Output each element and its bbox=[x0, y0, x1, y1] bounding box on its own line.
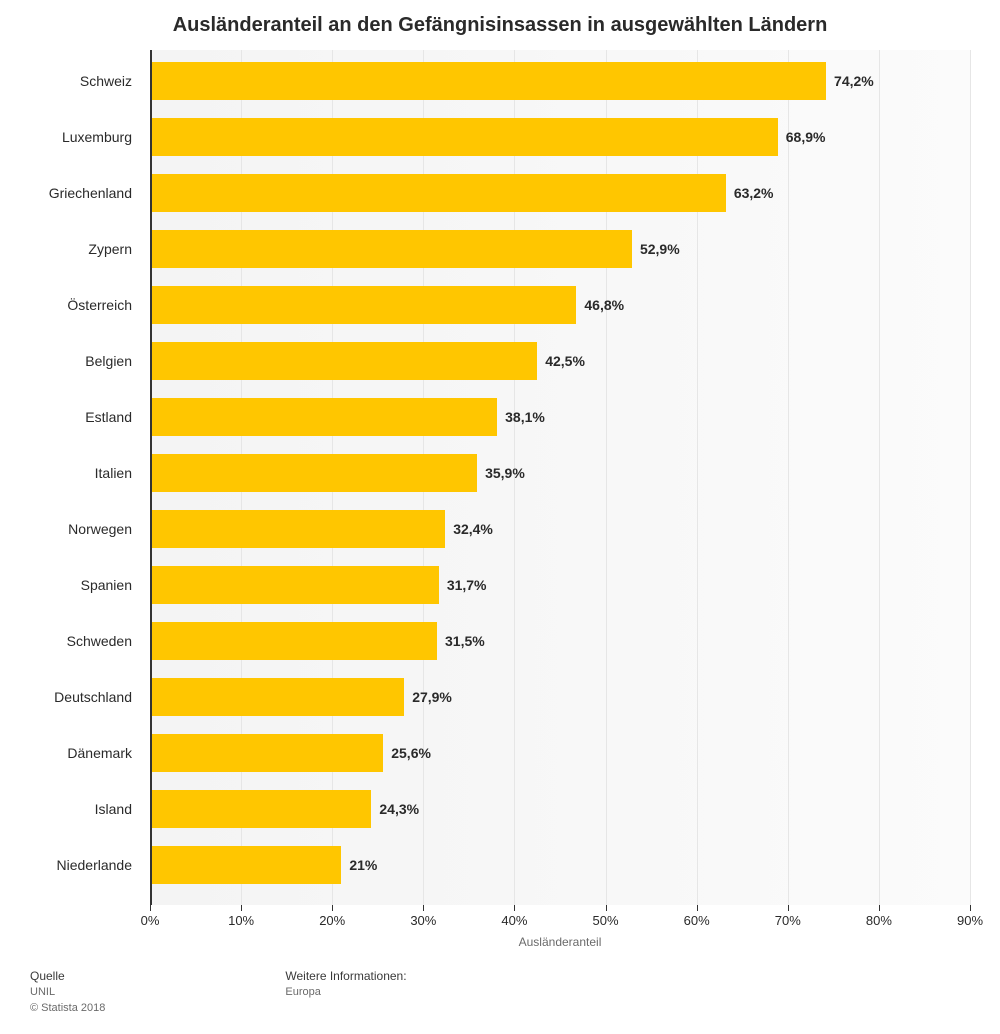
x-tick-label: 0% bbox=[141, 913, 160, 928]
bar-value-label: 42,5% bbox=[545, 353, 585, 369]
bar-row: 27,9% bbox=[150, 678, 452, 716]
bar-value-label: 25,6% bbox=[391, 745, 431, 761]
bar-value-label: 32,4% bbox=[453, 521, 493, 537]
bar bbox=[150, 118, 778, 156]
category-label: Luxemburg bbox=[22, 129, 132, 145]
bar-value-label: 35,9% bbox=[485, 465, 525, 481]
plot-area: Ausländeranteil 0%10%20%30%40%50%60%70%8… bbox=[150, 50, 970, 905]
category-label: Schweden bbox=[22, 633, 132, 649]
bar-row: 35,9% bbox=[150, 454, 525, 492]
bar bbox=[150, 734, 383, 772]
x-tick-label: 20% bbox=[319, 913, 345, 928]
category-label: Italien bbox=[22, 465, 132, 481]
chart-footer: Quelle UNIL © Statista 2018 Weitere Info… bbox=[30, 969, 970, 1016]
gridline bbox=[788, 50, 789, 905]
bar-value-label: 31,7% bbox=[447, 577, 487, 593]
bar bbox=[150, 678, 404, 716]
x-tick bbox=[423, 905, 424, 911]
bar bbox=[150, 790, 371, 828]
x-tick-label: 60% bbox=[684, 913, 710, 928]
x-tick-label: 50% bbox=[593, 913, 619, 928]
x-tick bbox=[514, 905, 515, 911]
category-label: Island bbox=[22, 801, 132, 817]
bar-row: 68,9% bbox=[150, 118, 825, 156]
bar-row: 31,7% bbox=[150, 566, 487, 604]
category-label: Niederlande bbox=[22, 857, 132, 873]
footer-info-line1: Europa bbox=[285, 985, 406, 1000]
category-label: Norwegen bbox=[22, 521, 132, 537]
bar bbox=[150, 622, 437, 660]
bar bbox=[150, 510, 445, 548]
bar bbox=[150, 846, 341, 884]
x-tick bbox=[606, 905, 607, 911]
bar-value-label: 38,1% bbox=[505, 409, 545, 425]
bar-value-label: 52,9% bbox=[640, 241, 680, 257]
category-label: Deutschland bbox=[22, 689, 132, 705]
bar-row: 74,2% bbox=[150, 62, 874, 100]
x-tick bbox=[788, 905, 789, 911]
bar bbox=[150, 566, 439, 604]
x-tick bbox=[697, 905, 698, 911]
x-tick-label: 10% bbox=[228, 913, 254, 928]
bar-value-label: 21% bbox=[349, 857, 377, 873]
gridline bbox=[879, 50, 880, 905]
bar-row: 31,5% bbox=[150, 622, 485, 660]
x-tick bbox=[970, 905, 971, 911]
x-tick bbox=[241, 905, 242, 911]
footer-source-heading: Quelle bbox=[30, 969, 105, 983]
category-label: Griechenland bbox=[22, 185, 132, 201]
x-tick-label: 30% bbox=[410, 913, 436, 928]
bar bbox=[150, 230, 632, 268]
category-label: Dänemark bbox=[22, 745, 132, 761]
bar-value-label: 24,3% bbox=[379, 801, 419, 817]
category-label: Schweiz bbox=[22, 73, 132, 89]
bar-row: 42,5% bbox=[150, 342, 585, 380]
y-axis bbox=[150, 50, 152, 905]
bar-row: 24,3% bbox=[150, 790, 419, 828]
bar-row: 21% bbox=[150, 846, 377, 884]
category-label: Zypern bbox=[22, 241, 132, 257]
bar-row: 25,6% bbox=[150, 734, 431, 772]
chart-title: Ausländeranteil an den Gefängnisinsassen… bbox=[0, 0, 1000, 45]
x-axis-title: Ausländeranteil bbox=[519, 935, 602, 949]
bar-row: 32,4% bbox=[150, 510, 493, 548]
chart-area: Ausländeranteil 0%10%20%30%40%50%60%70%8… bbox=[30, 50, 980, 940]
gridline bbox=[970, 50, 971, 905]
bar bbox=[150, 398, 497, 436]
bar-row: 46,8% bbox=[150, 286, 624, 324]
bar-row: 52,9% bbox=[150, 230, 680, 268]
footer-source-line1: UNIL bbox=[30, 985, 105, 1000]
footer-info: Weitere Informationen: Europa bbox=[285, 969, 406, 1016]
category-label: Spanien bbox=[22, 577, 132, 593]
bar-value-label: 31,5% bbox=[445, 633, 485, 649]
bar bbox=[150, 342, 537, 380]
x-tick-label: 80% bbox=[866, 913, 892, 928]
footer-info-heading: Weitere Informationen: bbox=[285, 969, 406, 983]
bar bbox=[150, 286, 576, 324]
bar bbox=[150, 454, 477, 492]
category-label: Estland bbox=[22, 409, 132, 425]
footer-source: Quelle UNIL © Statista 2018 bbox=[30, 969, 105, 1016]
footer-source-line2: © Statista 2018 bbox=[30, 1001, 105, 1016]
x-tick-label: 90% bbox=[957, 913, 983, 928]
bar bbox=[150, 174, 726, 212]
bar-value-label: 27,9% bbox=[412, 689, 452, 705]
bar bbox=[150, 62, 826, 100]
bar-value-label: 63,2% bbox=[734, 185, 774, 201]
x-tick-label: 40% bbox=[501, 913, 527, 928]
bar-row: 38,1% bbox=[150, 398, 545, 436]
x-tick bbox=[332, 905, 333, 911]
x-tick bbox=[879, 905, 880, 911]
bar-value-label: 68,9% bbox=[786, 129, 826, 145]
bar-value-label: 46,8% bbox=[584, 297, 624, 313]
x-tick bbox=[150, 905, 151, 911]
bar-value-label: 74,2% bbox=[834, 73, 874, 89]
bar-row: 63,2% bbox=[150, 174, 774, 212]
category-label: Belgien bbox=[22, 353, 132, 369]
x-tick-label: 70% bbox=[775, 913, 801, 928]
category-label: Österreich bbox=[22, 297, 132, 313]
